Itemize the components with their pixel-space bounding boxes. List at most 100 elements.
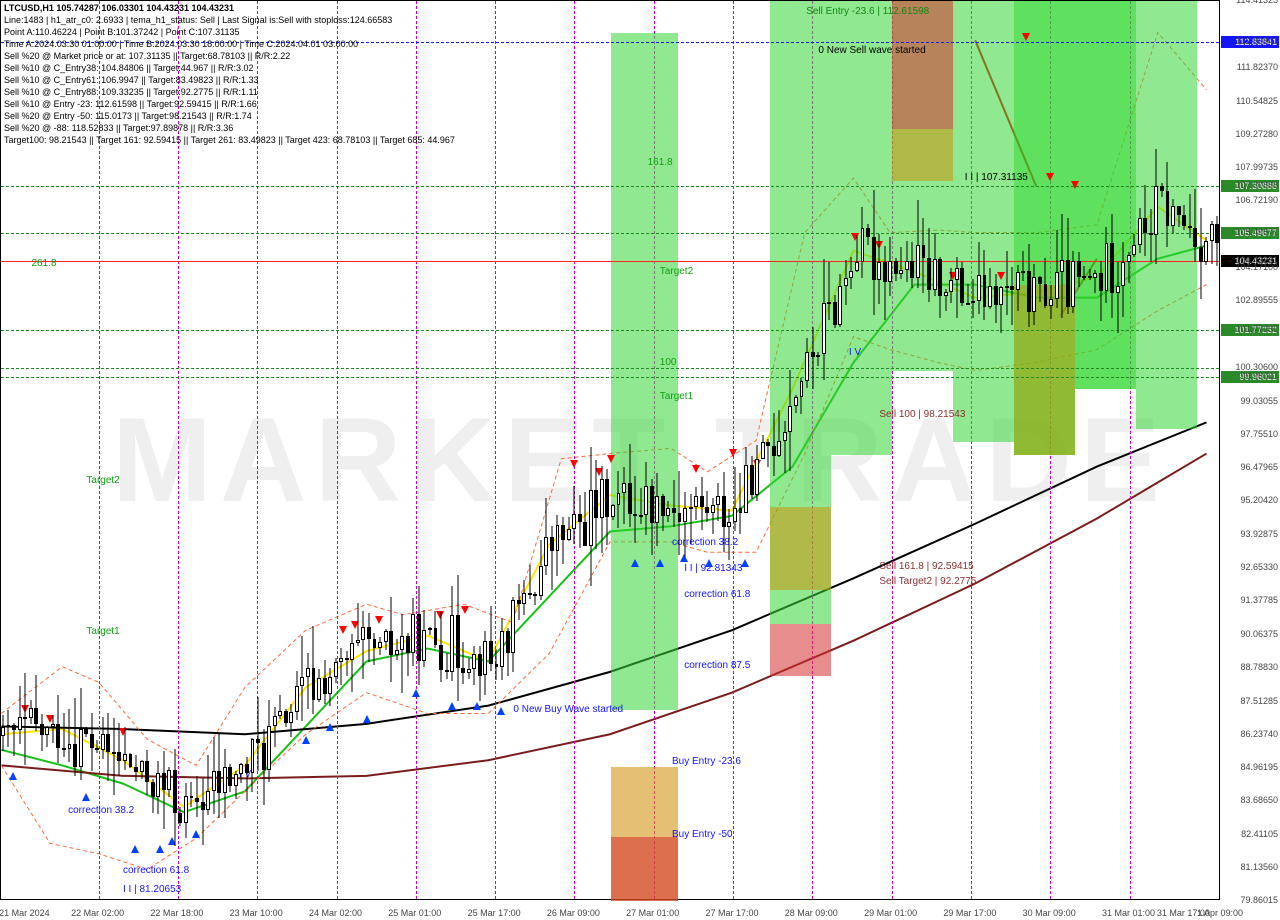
y-tick: 90.06375	[1240, 629, 1278, 639]
candle	[861, 1, 865, 901]
candle	[611, 1, 615, 901]
candle	[1204, 1, 1208, 901]
x-tick: 25 Mar 01:00	[388, 908, 441, 918]
candle	[617, 1, 621, 901]
y-tick: 102.89555	[1235, 295, 1278, 305]
candle	[822, 1, 826, 901]
candle	[833, 1, 837, 901]
candle	[1199, 1, 1203, 901]
y-tick: 105.49677	[1235, 227, 1278, 237]
candle	[1188, 1, 1192, 901]
candle	[777, 1, 781, 901]
info-line: Line:1483 | h1_atr_c0: 2.6933 | tema_h1_…	[4, 14, 455, 26]
x-tick: 27 Mar 01:00	[626, 908, 679, 918]
x-tick: 31 Mar 01:00	[1102, 908, 1155, 918]
candle	[1171, 1, 1175, 901]
candle	[1182, 1, 1186, 901]
candle	[456, 1, 460, 901]
candle	[583, 1, 587, 901]
candle	[733, 1, 737, 901]
info-line: Sell %10 @ C_Entry38: 104.84806 || Targe…	[4, 62, 455, 74]
candle	[1116, 1, 1120, 901]
candle	[1082, 1, 1086, 901]
candle	[838, 1, 842, 901]
candle	[994, 1, 998, 901]
candle	[888, 1, 892, 901]
info-line: Sell %20 @ -88: 118.52833 || Target:97.8…	[4, 122, 455, 134]
candle	[966, 1, 970, 901]
y-axis: 114.41325112.83841111.82370110.54825109.…	[1220, 0, 1280, 900]
candle	[855, 1, 859, 901]
candle	[683, 1, 687, 901]
y-tick: 111.82370	[1237, 62, 1278, 72]
candle	[811, 1, 815, 901]
y-tick: 114.41325	[1236, 0, 1278, 5]
candle	[927, 1, 931, 901]
candle	[539, 1, 543, 901]
x-tick: 21 Mar 2024	[0, 908, 50, 918]
candle	[722, 1, 726, 901]
candle	[600, 1, 604, 901]
candle	[1021, 1, 1025, 901]
candle	[467, 1, 471, 901]
candle	[988, 1, 992, 901]
y-tick: 86.23740	[1240, 729, 1278, 739]
candle	[622, 1, 626, 901]
candle	[511, 1, 515, 901]
candle	[495, 1, 499, 901]
candle	[561, 1, 565, 901]
candle	[1193, 1, 1197, 901]
candle	[827, 1, 831, 901]
candle	[1166, 1, 1170, 901]
candle	[805, 1, 809, 901]
y-tick: 96.47965	[1240, 462, 1278, 472]
candle	[705, 1, 709, 901]
candle	[567, 1, 571, 901]
candle	[605, 1, 609, 901]
candle	[744, 1, 748, 901]
y-tick: 99.03055	[1240, 396, 1278, 406]
x-tick: 27 Mar 17:00	[705, 908, 758, 918]
candle	[766, 1, 770, 901]
candle	[916, 1, 920, 901]
candle	[1005, 1, 1009, 901]
x-tick: 26 Mar 09:00	[547, 908, 600, 918]
candle	[750, 1, 754, 901]
candle	[1099, 1, 1103, 901]
candle	[1088, 1, 1092, 901]
candle	[666, 1, 670, 901]
candle	[556, 1, 560, 901]
y-tick: 107.30888	[1235, 180, 1278, 190]
y-tick: 112.83841	[1236, 36, 1278, 46]
candle	[700, 1, 704, 901]
y-tick: 104.17100	[1235, 262, 1278, 272]
y-tick: 91.37785	[1240, 595, 1278, 605]
candle	[1038, 1, 1042, 901]
candle	[944, 1, 948, 901]
candle	[711, 1, 715, 901]
candle	[1044, 1, 1048, 901]
x-tick: 22 Mar 02:00	[71, 908, 124, 918]
y-tick: 95.20420	[1240, 495, 1278, 505]
x-tick: 22 Mar 18:00	[150, 908, 203, 918]
candle	[1210, 1, 1214, 901]
candle	[716, 1, 720, 901]
candle	[650, 1, 654, 901]
info-line: Sell %20 @ Entry -50: 115.0173 || Target…	[4, 110, 455, 122]
y-tick: 97.75510	[1240, 429, 1278, 439]
y-tick: 99.96021	[1240, 371, 1278, 381]
y-tick: 79.86015	[1240, 895, 1278, 905]
candle	[1060, 1, 1064, 901]
candle	[578, 1, 582, 901]
x-tick: 28 Mar 09:00	[785, 908, 838, 918]
candle	[1127, 1, 1131, 901]
candle	[1055, 1, 1059, 901]
x-tick: 23 Mar 10:00	[230, 908, 283, 918]
candle	[655, 1, 659, 901]
candle	[1105, 1, 1109, 901]
candle	[1071, 1, 1075, 901]
candle	[1093, 1, 1097, 901]
candle	[1149, 1, 1153, 901]
info-line: Sell %10 @ Entry -23: 112.61598 || Targe…	[4, 98, 455, 110]
candle	[1121, 1, 1125, 901]
